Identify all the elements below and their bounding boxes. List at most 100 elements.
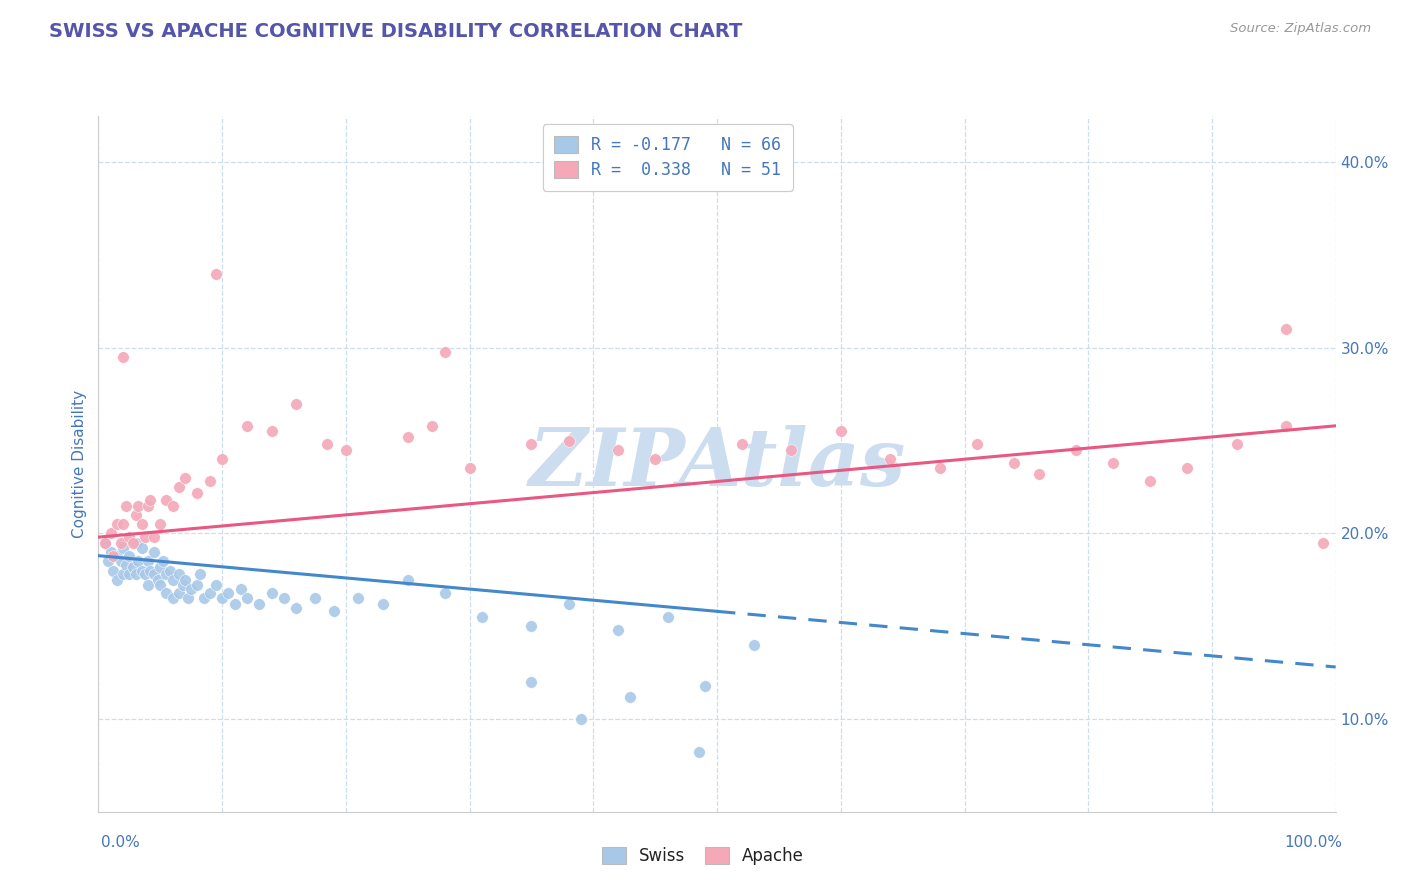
Point	[557, 597, 579, 611]
Point	[1002, 456, 1025, 470]
Point	[458, 461, 481, 475]
Point	[273, 591, 295, 606]
Point	[149, 517, 172, 532]
Point	[172, 578, 194, 592]
Point	[966, 437, 988, 451]
Point	[124, 535, 146, 549]
Point	[433, 586, 456, 600]
Point	[167, 480, 190, 494]
Point	[520, 437, 543, 451]
Point	[229, 582, 252, 596]
Point	[139, 564, 162, 578]
Point	[619, 690, 641, 704]
Point	[112, 517, 135, 532]
Point	[110, 535, 132, 549]
Point	[118, 530, 141, 544]
Point	[134, 530, 156, 544]
Point	[139, 493, 162, 508]
Point	[103, 549, 125, 563]
Point	[217, 586, 239, 600]
Point	[830, 425, 852, 439]
Point	[114, 499, 136, 513]
Point	[155, 493, 177, 508]
Point	[186, 485, 208, 500]
Point	[1312, 535, 1334, 549]
Point	[167, 567, 190, 582]
Point	[247, 597, 270, 611]
Point	[569, 712, 592, 726]
Point	[198, 586, 221, 600]
Point	[127, 499, 149, 513]
Point	[1275, 322, 1298, 336]
Text: 0.0%: 0.0%	[101, 836, 141, 850]
Point	[143, 567, 166, 582]
Point	[155, 567, 177, 582]
Point	[422, 418, 444, 433]
Point	[1275, 418, 1298, 433]
Point	[131, 541, 153, 556]
Point	[105, 517, 128, 532]
Point	[136, 578, 159, 592]
Point	[1226, 437, 1249, 451]
Point	[335, 442, 357, 457]
Point	[103, 564, 125, 578]
Point	[742, 638, 765, 652]
Point	[433, 344, 456, 359]
Text: 100.0%: 100.0%	[1285, 836, 1343, 850]
Point	[136, 554, 159, 568]
Point	[112, 350, 135, 364]
Point	[112, 567, 135, 582]
Text: ZIPAtlas: ZIPAtlas	[529, 425, 905, 502]
Point	[174, 573, 197, 587]
Point	[100, 526, 122, 541]
Point	[780, 442, 803, 457]
Point	[520, 619, 543, 633]
Point	[607, 442, 630, 457]
Point	[188, 567, 211, 582]
Legend: Swiss, Apache: Swiss, Apache	[592, 837, 814, 875]
Legend: R = -0.177   N = 66, R =  0.338   N = 51: R = -0.177 N = 66, R = 0.338 N = 51	[543, 124, 793, 191]
Point	[928, 461, 950, 475]
Point	[198, 475, 221, 489]
Point	[557, 434, 579, 448]
Point	[167, 586, 190, 600]
Point	[688, 745, 710, 759]
Point	[471, 610, 494, 624]
Point	[322, 604, 344, 618]
Point	[347, 591, 370, 606]
Point	[224, 597, 246, 611]
Point	[607, 623, 630, 637]
Point	[149, 559, 172, 574]
Point	[396, 430, 419, 444]
Point	[114, 558, 136, 572]
Point	[118, 567, 141, 582]
Point	[1064, 442, 1087, 457]
Point	[155, 586, 177, 600]
Point	[236, 418, 259, 433]
Point	[136, 499, 159, 513]
Point	[152, 554, 174, 568]
Point	[644, 452, 666, 467]
Point	[371, 597, 394, 611]
Point	[285, 600, 308, 615]
Point	[122, 535, 145, 549]
Point	[162, 573, 184, 587]
Point	[124, 508, 146, 522]
Point	[211, 591, 233, 606]
Point	[174, 471, 197, 485]
Point	[186, 578, 208, 592]
Point	[693, 679, 716, 693]
Point	[260, 586, 283, 600]
Point	[176, 591, 198, 606]
Point	[162, 499, 184, 513]
Point	[1175, 461, 1198, 475]
Point	[211, 452, 233, 467]
Point	[657, 610, 679, 624]
Point	[100, 545, 122, 559]
Point	[146, 573, 169, 587]
Point	[105, 573, 128, 587]
Point	[1102, 456, 1125, 470]
Point	[731, 437, 754, 451]
Point	[304, 591, 326, 606]
Point	[520, 674, 543, 689]
